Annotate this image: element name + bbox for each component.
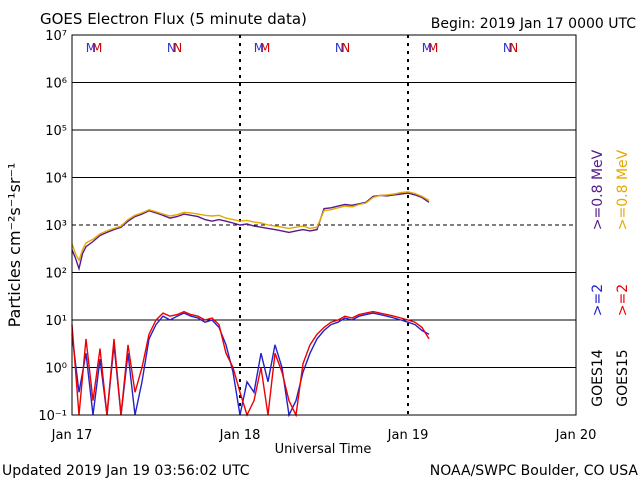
midnight-marker: M — [92, 41, 102, 55]
midnight-marker: N — [503, 41, 512, 55]
midnight-marker: N — [167, 41, 176, 55]
y-axis-label: Particles cm⁻²s⁻¹sr⁻¹ — [5, 163, 24, 328]
series-line-3 — [71, 310, 430, 418]
legend-goes14: GOES14 — [590, 349, 606, 407]
updated-timestamp: Updated 2019 Jan 19 03:56:02 UTC — [2, 463, 250, 479]
x-axis-label: Universal Time — [275, 442, 372, 457]
y-tick-label: 10⁵ — [45, 124, 67, 139]
midnight-markers: MM NN MM NN MM NN — [86, 41, 518, 55]
y-tick-labels: 10⁻¹ 10⁰ 10¹ 10² 10³ 10⁴ 10⁵ 10⁶ 10⁷ — [38, 29, 67, 424]
midnight-marker: N — [335, 41, 344, 55]
series-line-0 — [71, 192, 430, 272]
midnight-marker: M — [422, 41, 432, 55]
credit-text: NOAA/SWPC Boulder, CO USA — [430, 463, 639, 479]
chart-title: GOES Electron Flux (5 minute data) — [40, 10, 307, 28]
midnight-marker: N — [341, 41, 350, 55]
series-line-2 — [71, 312, 430, 418]
legend-g14-high: >=0.8 MeV — [590, 149, 606, 230]
legend-g15-low: >=2 — [615, 284, 631, 316]
legend-g15-high: >=0.8 MeV — [615, 149, 631, 230]
y-tick-label: 10⁷ — [45, 29, 67, 44]
x-tick-label: Jan 20 — [555, 428, 597, 443]
midnight-marker: N — [509, 41, 518, 55]
y-tick-label: 10¹ — [45, 314, 67, 329]
right-legend: >=0.8 MeV >=0.8 MeV >=2 >=2 GOES15 GOES1… — [590, 149, 631, 406]
begin-label: Begin: 2019 Jan 17 0000 UTC — [431, 16, 636, 32]
y-tick-label: 10³ — [45, 219, 67, 234]
y-tick-label: 10⁶ — [45, 77, 67, 92]
plot-frame — [71, 34, 577, 416]
y-tick-label: 10⁰ — [45, 362, 67, 377]
legend-goes15: GOES15 — [615, 349, 631, 406]
x-tick-label: Jan 18 — [219, 428, 261, 443]
series-lines — [71, 191, 430, 418]
grid — [72, 35, 576, 416]
legend-g14-low: >=2 — [590, 284, 606, 316]
y-tick-label: 10⁻¹ — [38, 409, 67, 424]
y-tick-label: 10⁴ — [45, 172, 67, 187]
x-tick-label: Jan 17 — [51, 428, 93, 443]
midnight-marker: N — [173, 41, 182, 55]
y-tick-label: 10² — [45, 267, 67, 282]
midnight-marker: M — [260, 41, 270, 55]
midnight-marker: M — [254, 41, 264, 55]
x-tick-labels: Jan 17 Jan 18 Jan 19 Jan 20 — [51, 428, 597, 443]
midnight-marker: M — [86, 41, 96, 55]
series-line-1 — [71, 191, 430, 263]
x-tick-label: Jan 19 — [387, 428, 429, 443]
midnight-marker: M — [428, 41, 438, 55]
